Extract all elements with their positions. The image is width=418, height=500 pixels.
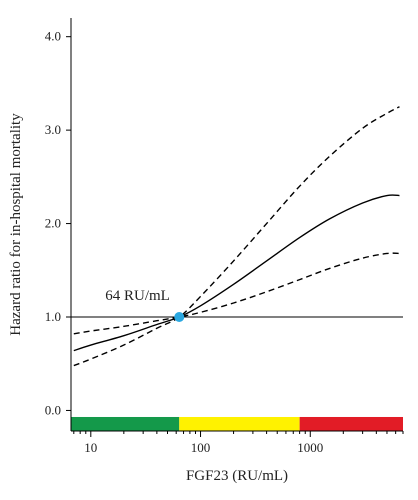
upper-ci-curve [73, 106, 400, 367]
y-axis-title: Hazard ratio for in-hospital mortality [8, 113, 24, 336]
x-ticks: 10 100 1000 [73, 431, 404, 455]
y-tick-label-2: 2.0 [45, 216, 61, 231]
y-tick-label-4: 4.0 [45, 29, 61, 44]
y-ticks: 0.0 1.0 2.0 3.0 4.0 [45, 29, 71, 417]
curves [73, 106, 400, 367]
lower-ci-curve [73, 252, 400, 335]
marker-point [174, 312, 185, 323]
y-tick-label-3: 3.0 [45, 122, 61, 137]
color-band-0 [71, 416, 180, 431]
axes [70, 18, 403, 432]
x-tick-label-2: 1000 [297, 440, 323, 455]
color-bands [71, 416, 403, 431]
marker-group: 64 RU/mL [105, 288, 185, 323]
y-tick-label-0: 0.0 [45, 402, 61, 417]
y-tick-label-1: 1.0 [45, 309, 61, 324]
x-tick-label-1: 100 [191, 440, 211, 455]
x-tick-label-0: 10 [84, 440, 97, 455]
color-band-1 [179, 416, 300, 431]
color-band-2 [299, 416, 403, 431]
marker-label: 64 RU/mL [105, 288, 170, 304]
x-axis-title: FGF23 (RU/mL) [186, 468, 288, 484]
hazard-ratio-curve [73, 194, 400, 352]
